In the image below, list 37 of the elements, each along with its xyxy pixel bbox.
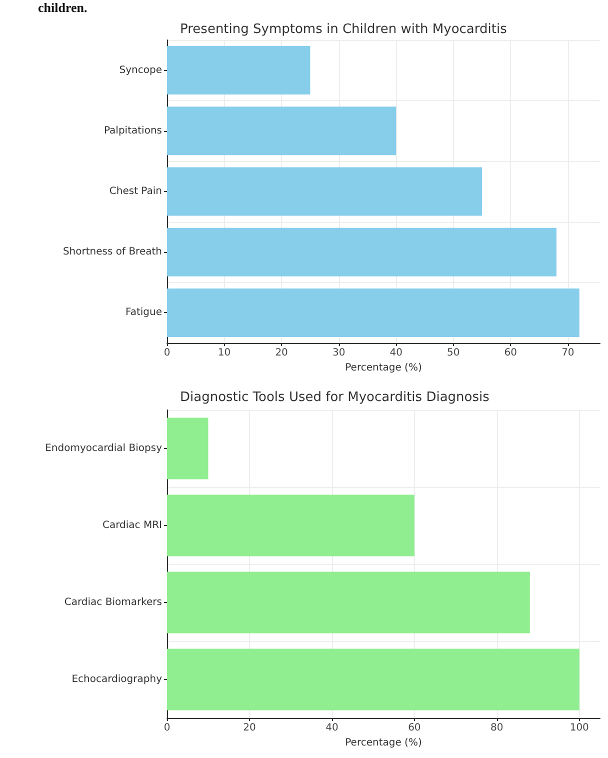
y-tick-label: Cardiac Biomarkers — [64, 597, 162, 608]
x-tick-label: 60 — [504, 348, 518, 358]
bar — [167, 572, 530, 634]
x-tick-label: 50 — [447, 348, 460, 358]
x-tick-label: 20 — [243, 722, 256, 734]
x-tick-label: 60 — [408, 722, 421, 734]
text: children. — [38, 0, 88, 15]
x-tick-label: 0 — [164, 722, 170, 734]
y-tick-label: Echocardiography — [72, 674, 162, 685]
y-tick-label: Chest Pain — [109, 186, 162, 197]
bar — [167, 228, 556, 276]
x-tick-label: 10 — [218, 348, 231, 358]
bar — [167, 648, 580, 710]
x-tick-label: 40 — [326, 722, 338, 734]
bar — [167, 167, 482, 216]
y-tick-label: Fatigue — [126, 307, 162, 318]
x-tick-label: 30 — [332, 348, 346, 358]
x-tick-label: 20 — [275, 348, 288, 358]
bar — [167, 494, 414, 556]
x-tick-label: 40 — [390, 348, 402, 358]
bar — [167, 106, 396, 156]
x-tick-label: 70 — [562, 348, 574, 358]
y-tick-label: Cardiac MRI — [102, 520, 162, 531]
x-tick-label: 0 — [164, 348, 170, 358]
x-axis-title: Percentage (%) — [345, 362, 422, 374]
chart-title: Diagnostic Tools Used for Myocarditis Diagnosis — [180, 390, 490, 405]
y-tick-label: Syncope — [119, 64, 162, 76]
x-tick-label: 80 — [490, 722, 504, 734]
bar — [167, 288, 580, 337]
y-tick-label: Palpitations — [104, 125, 162, 136]
bar — [167, 418, 208, 480]
chart-title: Presenting Symptoms in Children with Myocarditis — [180, 22, 508, 37]
x-tick-label: 100 — [570, 722, 589, 734]
bar — [167, 46, 310, 95]
y-tick-label: Endomyocardial Biopsy — [45, 443, 162, 454]
y-tick-label: Shortness of Breath — [62, 246, 162, 258]
x-axis-title: Percentage (%) — [345, 738, 422, 748]
